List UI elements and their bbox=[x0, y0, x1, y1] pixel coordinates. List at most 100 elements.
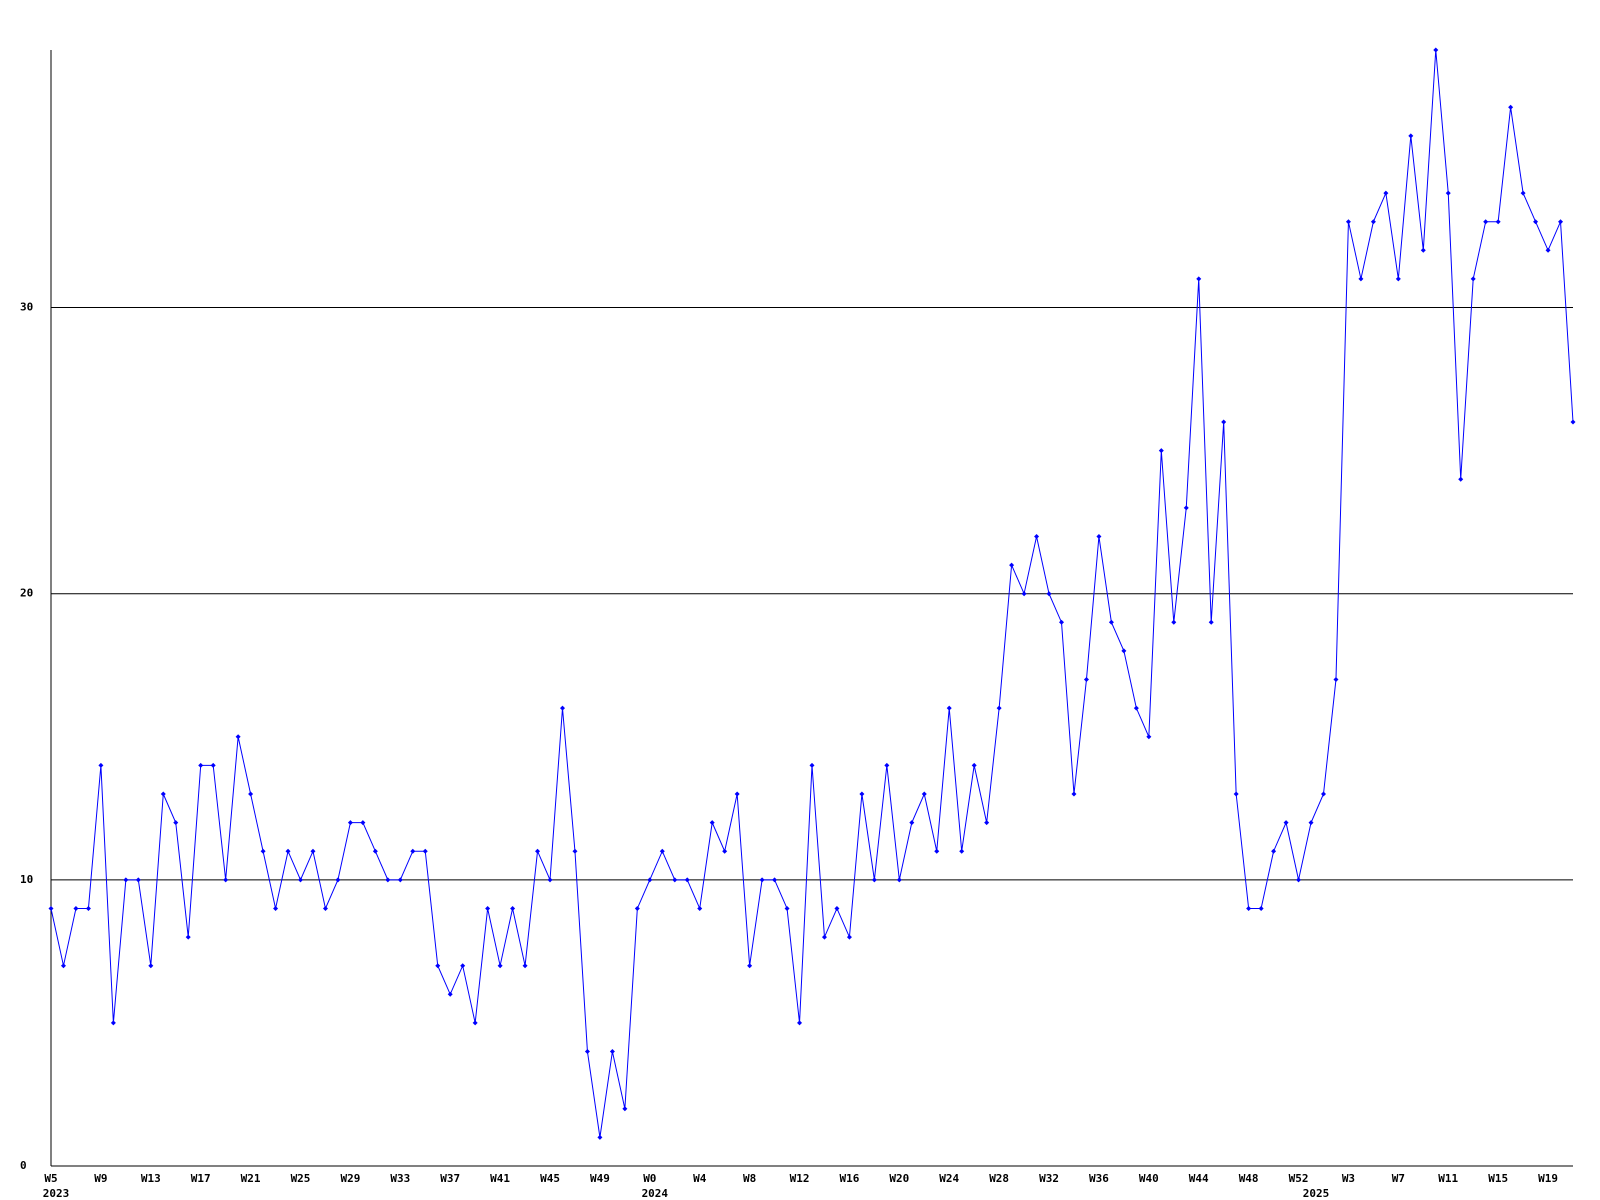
x-tick-label: W29 bbox=[340, 1172, 360, 1185]
data-point bbox=[1096, 533, 1102, 539]
data-point bbox=[460, 963, 466, 969]
data-point bbox=[173, 820, 179, 826]
data-point bbox=[1420, 247, 1426, 253]
x-tick-label: W8 bbox=[743, 1172, 756, 1185]
data-point bbox=[1570, 419, 1576, 425]
data-point bbox=[1483, 219, 1489, 225]
data-point bbox=[547, 877, 553, 883]
data-point bbox=[572, 848, 578, 854]
x-group-label: 2025 bbox=[1303, 1187, 1330, 1200]
data-point bbox=[709, 820, 715, 826]
data-point bbox=[1296, 877, 1302, 883]
data-point bbox=[1021, 591, 1027, 597]
data-point bbox=[1520, 190, 1526, 196]
data-point bbox=[597, 1134, 603, 1140]
x-tick-label: W37 bbox=[440, 1172, 460, 1185]
data-point bbox=[759, 877, 765, 883]
data-point bbox=[248, 791, 254, 797]
data-point bbox=[1395, 276, 1401, 282]
data-point bbox=[335, 877, 341, 883]
data-point bbox=[422, 848, 428, 854]
data-point bbox=[797, 1020, 803, 1026]
data-point bbox=[747, 963, 753, 969]
data-point bbox=[734, 791, 740, 797]
data-point bbox=[834, 905, 840, 911]
x-tick-label: W19 bbox=[1538, 1172, 1558, 1185]
data-point bbox=[672, 877, 678, 883]
data-point bbox=[609, 1049, 615, 1055]
data-point bbox=[1183, 505, 1189, 511]
data-point bbox=[1271, 848, 1277, 854]
data-point bbox=[884, 762, 890, 768]
data-point bbox=[135, 877, 141, 883]
data-point bbox=[310, 848, 316, 854]
x-tick-label: W7 bbox=[1392, 1172, 1405, 1185]
x-tick-label: W48 bbox=[1239, 1172, 1259, 1185]
x-tick-label: W44 bbox=[1189, 1172, 1209, 1185]
x-tick-label: W49 bbox=[590, 1172, 610, 1185]
data-point bbox=[859, 791, 865, 797]
data-point bbox=[784, 905, 790, 911]
data-point bbox=[584, 1049, 590, 1055]
data-point bbox=[260, 848, 266, 854]
data-point bbox=[1408, 133, 1414, 139]
data-point bbox=[110, 1020, 116, 1026]
data-point bbox=[846, 934, 852, 940]
data-point bbox=[896, 877, 902, 883]
y-tick-label: 10 bbox=[20, 873, 33, 886]
x-tick-label: W12 bbox=[790, 1172, 810, 1185]
x-tick-label: W9 bbox=[94, 1172, 107, 1185]
x-tick-label: W24 bbox=[939, 1172, 959, 1185]
data-point bbox=[971, 762, 977, 768]
data-point bbox=[1533, 219, 1539, 225]
data-point bbox=[921, 791, 927, 797]
data-point bbox=[273, 905, 279, 911]
x-tick-label: W5 bbox=[44, 1172, 57, 1185]
data-point bbox=[1071, 791, 1077, 797]
data-point bbox=[1558, 219, 1564, 225]
data-point bbox=[622, 1106, 628, 1112]
data-point bbox=[959, 848, 965, 854]
data-point bbox=[1009, 562, 1015, 568]
data-point bbox=[1046, 591, 1052, 597]
data-point bbox=[198, 762, 204, 768]
data-point bbox=[185, 934, 191, 940]
x-tick-label: W45 bbox=[540, 1172, 560, 1185]
x-group-label: 2024 bbox=[642, 1187, 669, 1200]
x-tick-label: W28 bbox=[989, 1172, 1009, 1185]
data-point bbox=[1508, 104, 1514, 110]
data-point bbox=[485, 905, 491, 911]
x-tick-label: W33 bbox=[390, 1172, 410, 1185]
data-point bbox=[1208, 619, 1214, 625]
data-point bbox=[984, 820, 990, 826]
data-point bbox=[1221, 419, 1227, 425]
x-tick-label: W11 bbox=[1438, 1172, 1458, 1185]
x-tick-label: W41 bbox=[490, 1172, 510, 1185]
data-point bbox=[1283, 820, 1289, 826]
data-point bbox=[772, 877, 778, 883]
x-tick-label: W40 bbox=[1139, 1172, 1159, 1185]
data-point bbox=[1333, 677, 1339, 683]
data-point bbox=[1345, 219, 1351, 225]
y-tick-label: 30 bbox=[20, 301, 33, 314]
x-tick-label: W52 bbox=[1289, 1172, 1309, 1185]
data-point bbox=[684, 877, 690, 883]
data-point bbox=[1034, 533, 1040, 539]
data-point bbox=[472, 1020, 478, 1026]
x-group-label: 2023 bbox=[43, 1187, 70, 1200]
data-point bbox=[1433, 47, 1439, 53]
x-tick-label: W32 bbox=[1039, 1172, 1059, 1185]
data-point bbox=[809, 762, 815, 768]
data-point bbox=[385, 877, 391, 883]
data-point bbox=[1470, 276, 1476, 282]
x-tick-label: W4 bbox=[693, 1172, 707, 1185]
data-point bbox=[1196, 276, 1202, 282]
data-point bbox=[1308, 820, 1314, 826]
y-tick-label: 20 bbox=[20, 587, 33, 600]
data-point bbox=[1059, 619, 1065, 625]
data-point bbox=[48, 905, 54, 911]
data-point bbox=[1358, 276, 1364, 282]
data-point bbox=[522, 963, 528, 969]
